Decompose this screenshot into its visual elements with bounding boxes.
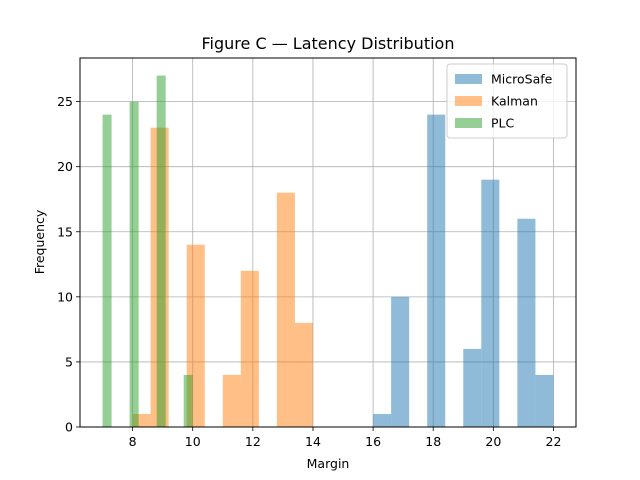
x-tick-label: 22	[546, 434, 562, 449]
bar-plc	[156, 75, 166, 428]
bar-kalman	[276, 192, 295, 427]
y-tick-label: 10	[57, 289, 73, 304]
x-tick-label: 14	[305, 434, 321, 449]
legend-swatch-microsafe	[455, 74, 482, 84]
legend-label-microsafe: MicroSafe	[491, 72, 553, 87]
bar-kalman	[222, 374, 241, 427]
x-tick-label: 18	[425, 434, 441, 449]
bar-microsafe	[391, 296, 410, 427]
bar-microsafe	[481, 179, 500, 427]
bar-kalman	[294, 322, 313, 427]
y-tick-label: 15	[57, 224, 73, 239]
x-tick-label: 10	[185, 434, 201, 449]
legend: MicroSafe Kalman PLC	[446, 63, 568, 139]
legend-swatch-kalman	[455, 96, 482, 106]
legend-swatch-plc	[455, 118, 482, 128]
y-tick-label: 5	[65, 354, 73, 369]
bar-microsafe	[535, 374, 554, 427]
bar-microsafe	[517, 218, 536, 427]
y-axis-label: Frequency	[32, 209, 47, 274]
x-tick-label: 16	[365, 434, 381, 449]
legend-label-plc: PLC	[491, 116, 515, 131]
bar-plc	[129, 101, 139, 427]
bar-plc	[102, 114, 112, 427]
y-tick-label: 0	[65, 420, 73, 435]
bar-microsafe	[373, 413, 392, 427]
legend-label-kalman: Kalman	[491, 94, 538, 109]
x-axis-label: Margin	[307, 456, 350, 471]
bar-kalman	[240, 270, 259, 427]
y-tick-label: 25	[57, 94, 73, 109]
x-tick-label: 20	[485, 434, 501, 449]
bar-plc	[183, 374, 193, 427]
bar-microsafe	[463, 348, 482, 427]
x-tick-label: 8	[129, 434, 137, 449]
plot-frame	[79, 57, 577, 428]
axis-ticks: 8 10 12 14 16 18 20 22 0 5 10 15 20 25	[57, 94, 561, 449]
histogram-bars	[102, 75, 554, 428]
y-tick-label: 20	[57, 159, 73, 174]
chart-title: Figure C — Latency Distribution	[202, 34, 455, 53]
x-tick-label: 12	[245, 434, 261, 449]
bar-microsafe	[427, 114, 446, 427]
